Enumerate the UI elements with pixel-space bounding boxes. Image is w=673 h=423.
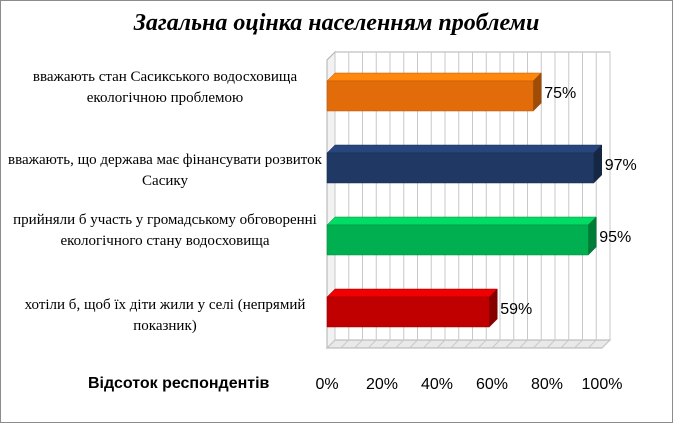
floor-gridline [546, 339, 556, 349]
x-tick-label: 60% [476, 376, 508, 393]
x-tick-label: 100% [582, 376, 623, 393]
floor-gridline [587, 339, 597, 349]
bar [326, 152, 594, 184]
data-label: 75% [544, 85, 576, 102]
category-label-1: вважають стан Сасикського водосховища ек… [32, 69, 298, 106]
data-label: 95% [599, 229, 631, 246]
category-label-4: хотіли б, щоб їх діти жили у селі (непря… [24, 297, 306, 334]
floor-gridline [381, 339, 391, 349]
bar-top-face [326, 216, 597, 226]
floor-gridline [519, 339, 528, 349]
floor-gridline [532, 339, 542, 349]
chart-title: Загальна оцінка населенням проблеми [133, 10, 540, 36]
data-label: 59% [500, 301, 532, 318]
category-label-2: вважають, що держава має фінансувати роз… [8, 152, 322, 189]
x-tick-label: 40% [421, 376, 453, 393]
bar-top-face [326, 288, 498, 298]
x-tick-label: 80% [531, 376, 563, 393]
floor-gridline [491, 339, 501, 349]
category-label-3: прийняли б участь у громадському обговор… [13, 212, 317, 249]
floor-gridline [367, 339, 377, 349]
floor-gridline [464, 339, 473, 349]
bar-top-face [326, 72, 542, 82]
floor-gridline [560, 339, 570, 349]
floor-gridline [409, 339, 418, 349]
bar [326, 296, 490, 328]
floor-gridline [422, 339, 432, 349]
data-label: 97% [605, 157, 637, 174]
x-tick-label: 20% [366, 376, 398, 393]
floor-gridline [574, 339, 583, 349]
floor-gridline [340, 339, 350, 349]
floor-gridline [436, 339, 446, 349]
floor-gridline [505, 339, 515, 349]
floor-gridline [326, 339, 336, 349]
floor-gridline [477, 339, 487, 349]
x-axis-label: Відсоток респондентів [88, 375, 270, 392]
floor-gridline [601, 339, 611, 349]
floor-gridline [450, 339, 460, 349]
floor-gridline [395, 339, 405, 349]
bar [326, 80, 534, 112]
bar [326, 224, 589, 256]
x-tick-label: 0% [315, 376, 338, 393]
bar-top-face [326, 144, 603, 154]
floor-gridline [354, 339, 363, 349]
